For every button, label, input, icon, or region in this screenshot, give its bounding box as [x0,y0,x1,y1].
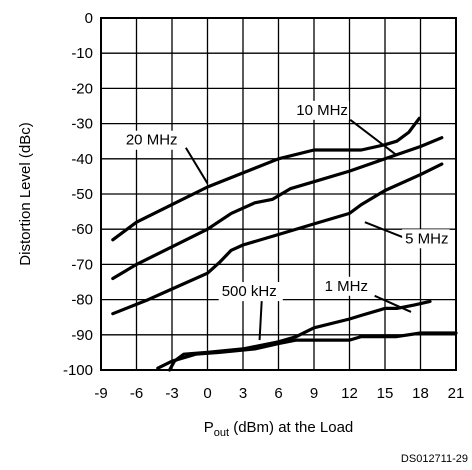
x-tick-label: 12 [341,385,358,402]
x-tick-label: -6 [130,385,143,402]
series-labels: 20 MHz 10 MHz 5 MHz 500 kHz 1 MHz [122,100,450,341]
x-tick-label: 3 [239,385,247,402]
series-label-5-mhz: 5 MHz [405,230,448,247]
series-line-10-mhz [111,136,444,281]
label-bg-5-mhz [402,229,450,249]
x-tick-label: 15 [377,385,394,402]
leader-line-500-khz [258,301,263,341]
y-tick-label: -40 [71,151,93,168]
x-tick-label: -9 [94,385,107,402]
x-axis-title-rest: (dBm) at the Load [229,419,353,436]
x-tick-label: 21 [448,385,465,402]
series-label-20-mhz: 20 MHz [126,132,178,149]
x-axis-title: Pout (dBm) at the Load [204,419,354,439]
y-tick-label: -90 [71,327,93,344]
y-tick-label: -70 [71,256,93,273]
leader-line-5-mhz [364,221,404,239]
label-bg-10-mhz [293,100,350,120]
series-line-1-mhz [168,299,432,372]
y-tick-label: -50 [71,186,93,203]
y-tick-label: -100 [63,362,93,379]
leader-line-1-mhz [374,294,412,313]
series-layer [111,116,458,372]
plot-frame [100,17,457,371]
x-tick-label: 18 [412,385,429,402]
x-tick-label: 6 [274,385,282,402]
series-label-500-khz: 500 kHz [222,283,277,300]
y-axis-title: Distortion Level (dBc) [17,122,34,265]
y-tick-label: 0 [85,10,93,27]
series-line-20-mhz [111,116,421,242]
series-line-500-khz [156,331,458,370]
x-tick-label: 9 [310,385,318,402]
leader-line-10-mhz [349,119,398,157]
figure-code: DS012711-29 [401,453,468,465]
label-bg-1-mhz [321,276,370,296]
x-axis-title-main: P [204,419,214,436]
y-tick-label: -10 [71,45,93,62]
label-bg-20-mhz [122,130,179,150]
series-line-5-mhz [111,162,444,316]
y-tick-label: -20 [71,80,93,97]
y-tick-label: -80 [71,292,93,309]
x-tick-label: 0 [203,385,211,402]
leader-line-20-mhz [184,147,209,184]
x-axis-title-subscript: out [214,427,229,439]
x-tick-label: -3 [165,385,178,402]
series-label-10-mhz: 10 MHz [296,102,348,119]
y-tick-label: -60 [71,221,93,238]
label-bg-500-khz [218,282,283,302]
tick-labels: -9 -6 -3 0 3 6 9 12 15 18 210-10-20-30-40-50-60-70… [63,10,464,402]
y-tick-label: -30 [71,116,93,133]
series-label-1-mhz: 1 MHz [325,278,368,295]
